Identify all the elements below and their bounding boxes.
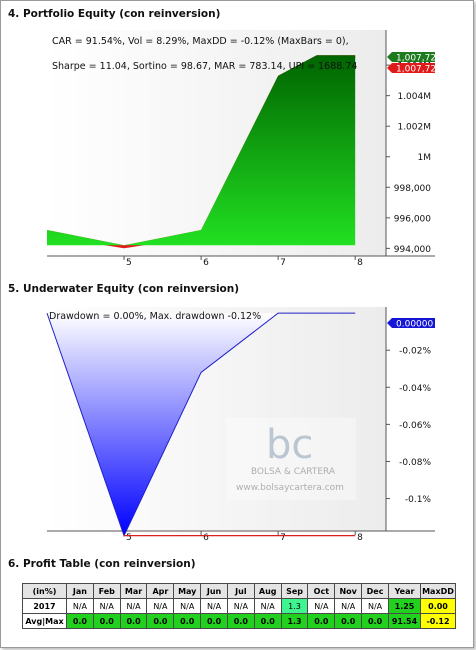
profit-table-cell: 0.0 xyxy=(200,613,228,629)
profit-table-row-label: Avg|Max xyxy=(22,613,67,629)
watermark-url: www.bolsaycartera.com xyxy=(236,483,344,493)
profit-table-header-cell: (in%) xyxy=(22,583,67,599)
profit-table-cell: N/A xyxy=(66,598,94,614)
profit-table-body: 2017 N/A N/A N/A N/A N/A N/A N/A N/A 1.3 N/A N/A N/A… xyxy=(22,598,456,629)
profit-table-header-cell: Year xyxy=(388,583,421,599)
profit-table-cell: N/A xyxy=(146,598,175,614)
profit-table-cell: N/A xyxy=(226,598,255,614)
profit-table-cell: 0.0 xyxy=(146,613,175,629)
equity-heading: 4. Portfolio Equity (con reinversion) xyxy=(8,8,221,20)
equity-stats-line1: CAR = 91.54%, Vol = 8.29%, MaxDD = -0.12… xyxy=(52,36,349,47)
charts-svg: 994,000996,000998,0001M1.002M1.004M1.006… xyxy=(46,30,436,543)
equity-x-tick-label: 7 xyxy=(280,258,286,268)
watermark-brand: BOLSA & CARTERA xyxy=(251,467,336,477)
underwater-stats-line: Drawdown = 0.00%, Max. drawdown -0.12% xyxy=(49,311,261,322)
equity-stats-line2: Sharpe = 11.04, Sortino = 98.67, MAR = 7… xyxy=(52,61,357,72)
profit-table-cell: 1.25 xyxy=(388,598,421,614)
equity-y-tick-label: 1.002M xyxy=(397,123,431,133)
profit-table-cell: 0.0 xyxy=(92,613,121,629)
underwater-y-tick-label: -0.08% xyxy=(399,458,431,468)
profit-table-header: (in%) Jan Feb Mar Apr May Jun Jul Aug Sep Oct Nov De… xyxy=(22,583,456,599)
profit-table: (in%) Jan Feb Mar Apr May Jun Jul Aug Sep Oct Nov De… xyxy=(22,583,456,629)
equity-y-tick-label: 1.004M xyxy=(397,92,431,102)
profit-heading: 6. Profit Table (con reinversion) xyxy=(8,558,196,570)
profit-table-header-cell: Oct xyxy=(307,583,336,599)
equity-last-value-green-text: 1,007,72 xyxy=(396,54,436,64)
underwater-last-value: 0.00000 xyxy=(387,318,435,330)
profit-table-header-cell: May xyxy=(173,583,202,599)
underwater-x-tick-label: 6 xyxy=(203,533,209,543)
profit-table-cell: 1.3 xyxy=(280,613,309,629)
profit-table-header-cell: Apr xyxy=(146,583,175,599)
profit-table-header-cell: Mar xyxy=(119,583,148,599)
watermark: bc BOLSA & CARTERA www.bolsaycartera.com xyxy=(226,418,356,500)
equity-y-tick-label: 996,000 xyxy=(394,214,431,224)
profit-table-cell: 0.0 xyxy=(226,613,255,629)
equity-chart: 994,000996,000998,0001M1.002M1.004M1.006… xyxy=(47,30,436,268)
profit-table-cell: N/A xyxy=(173,598,202,614)
watermark-logo-icon: bc xyxy=(266,422,313,468)
profit-table-cell: 0.0 xyxy=(361,613,389,629)
underwater-y-tick-label: -0.02% xyxy=(399,347,431,357)
profit-table-cell: N/A xyxy=(307,598,336,614)
equity-y-tick-label: 998,000 xyxy=(394,184,431,194)
profit-table-cell: N/A xyxy=(92,598,121,614)
equity-last-value-red: 1,007,72 xyxy=(387,63,436,75)
profit-table-header-cell: MaxDD xyxy=(420,583,456,599)
profit-table-header-cell: Jul xyxy=(226,583,255,599)
profit-table-cell: 1.3 xyxy=(280,598,309,614)
underwater-x-tick-label: 8 xyxy=(357,533,363,543)
underwater-chart: bc BOLSA & CARTERA www.bolsaycartera.com… xyxy=(46,307,435,543)
underwater-x-tick-label: 7 xyxy=(280,533,286,543)
equity-last-value-green: 1,007,72 xyxy=(387,52,436,64)
underwater-y-tick-label: -0.06% xyxy=(399,421,431,431)
underwater-heading: 5. Underwater Equity (con reinversion) xyxy=(8,283,240,295)
underwater-y-tick-label: -0.04% xyxy=(399,384,431,394)
underwater-line xyxy=(46,312,356,537)
profit-table-header-cell: Jun xyxy=(200,583,228,599)
profit-table-cell: N/A xyxy=(200,598,228,614)
underwater-x-tick-label: 5 xyxy=(126,533,132,543)
profit-table-row: 2017 N/A N/A N/A N/A N/A N/A N/A N/A 1.3 N/A N/A N/A… xyxy=(22,598,456,614)
profit-table-row: Avg|Max 0.0 0.0 0.0 0.0 0.0 0.0 0.0 0.0 1.3 0.0 0.0… xyxy=(22,613,456,629)
profit-table-cell: 0.0 xyxy=(253,613,282,629)
profit-table-cell: 0.0 xyxy=(334,613,363,629)
profit-table-header-cell: Aug xyxy=(253,583,282,599)
underwater-x-ticks: 5 6 7 8 xyxy=(123,531,363,543)
profit-table-cell: 0.0 xyxy=(66,613,94,629)
underwater-area xyxy=(47,313,356,536)
profit-table-cell: -0.12 xyxy=(420,613,456,629)
equity-x-ticks: 5 6 7 8 xyxy=(123,256,363,268)
profit-table-cell: N/A xyxy=(253,598,282,614)
equity-last-value-red-text: 1,007,72 xyxy=(396,65,436,75)
equity-x-tick-label: 5 xyxy=(126,258,132,268)
profit-table-cell: 0.0 xyxy=(119,613,148,629)
equity-area xyxy=(47,55,356,246)
profit-table-cell: N/A xyxy=(334,598,363,614)
equity-y-tick-label: 1M xyxy=(418,153,432,163)
profit-table-cell: 91.54 xyxy=(388,613,421,629)
equity-x-tick-label: 8 xyxy=(357,258,363,268)
profit-table-header-cell: Sep xyxy=(280,583,309,599)
profit-table-cell: N/A xyxy=(361,598,389,614)
profit-table-header-cell: Jan xyxy=(66,583,94,599)
underwater-y-tick-label: -0.1% xyxy=(405,495,432,505)
underwater-y-ticks: -0.02% -0.04% -0.06% -0.08% -0.1% xyxy=(386,347,431,505)
equity-x-tick-label: 6 xyxy=(203,258,209,268)
profit-table-row-label: 2017 xyxy=(22,598,67,614)
profit-table-header-cell: Nov xyxy=(334,583,363,599)
profit-table-cell: N/A xyxy=(119,598,148,614)
profit-table-cell: 0.00 xyxy=(420,598,456,614)
equity-y-tick-label: 994,000 xyxy=(394,245,431,255)
profit-table-cell: 0.0 xyxy=(173,613,202,629)
profit-table-header-cell: Dec xyxy=(361,583,389,599)
profit-table-cell: 0.0 xyxy=(307,613,336,629)
profit-table-header-cell: Feb xyxy=(92,583,121,599)
underwater-last-value-text: 0.00000 xyxy=(396,320,433,330)
equity-y-ticks: 994,000996,000998,0001M1.002M1.004M1.006… xyxy=(386,62,431,255)
